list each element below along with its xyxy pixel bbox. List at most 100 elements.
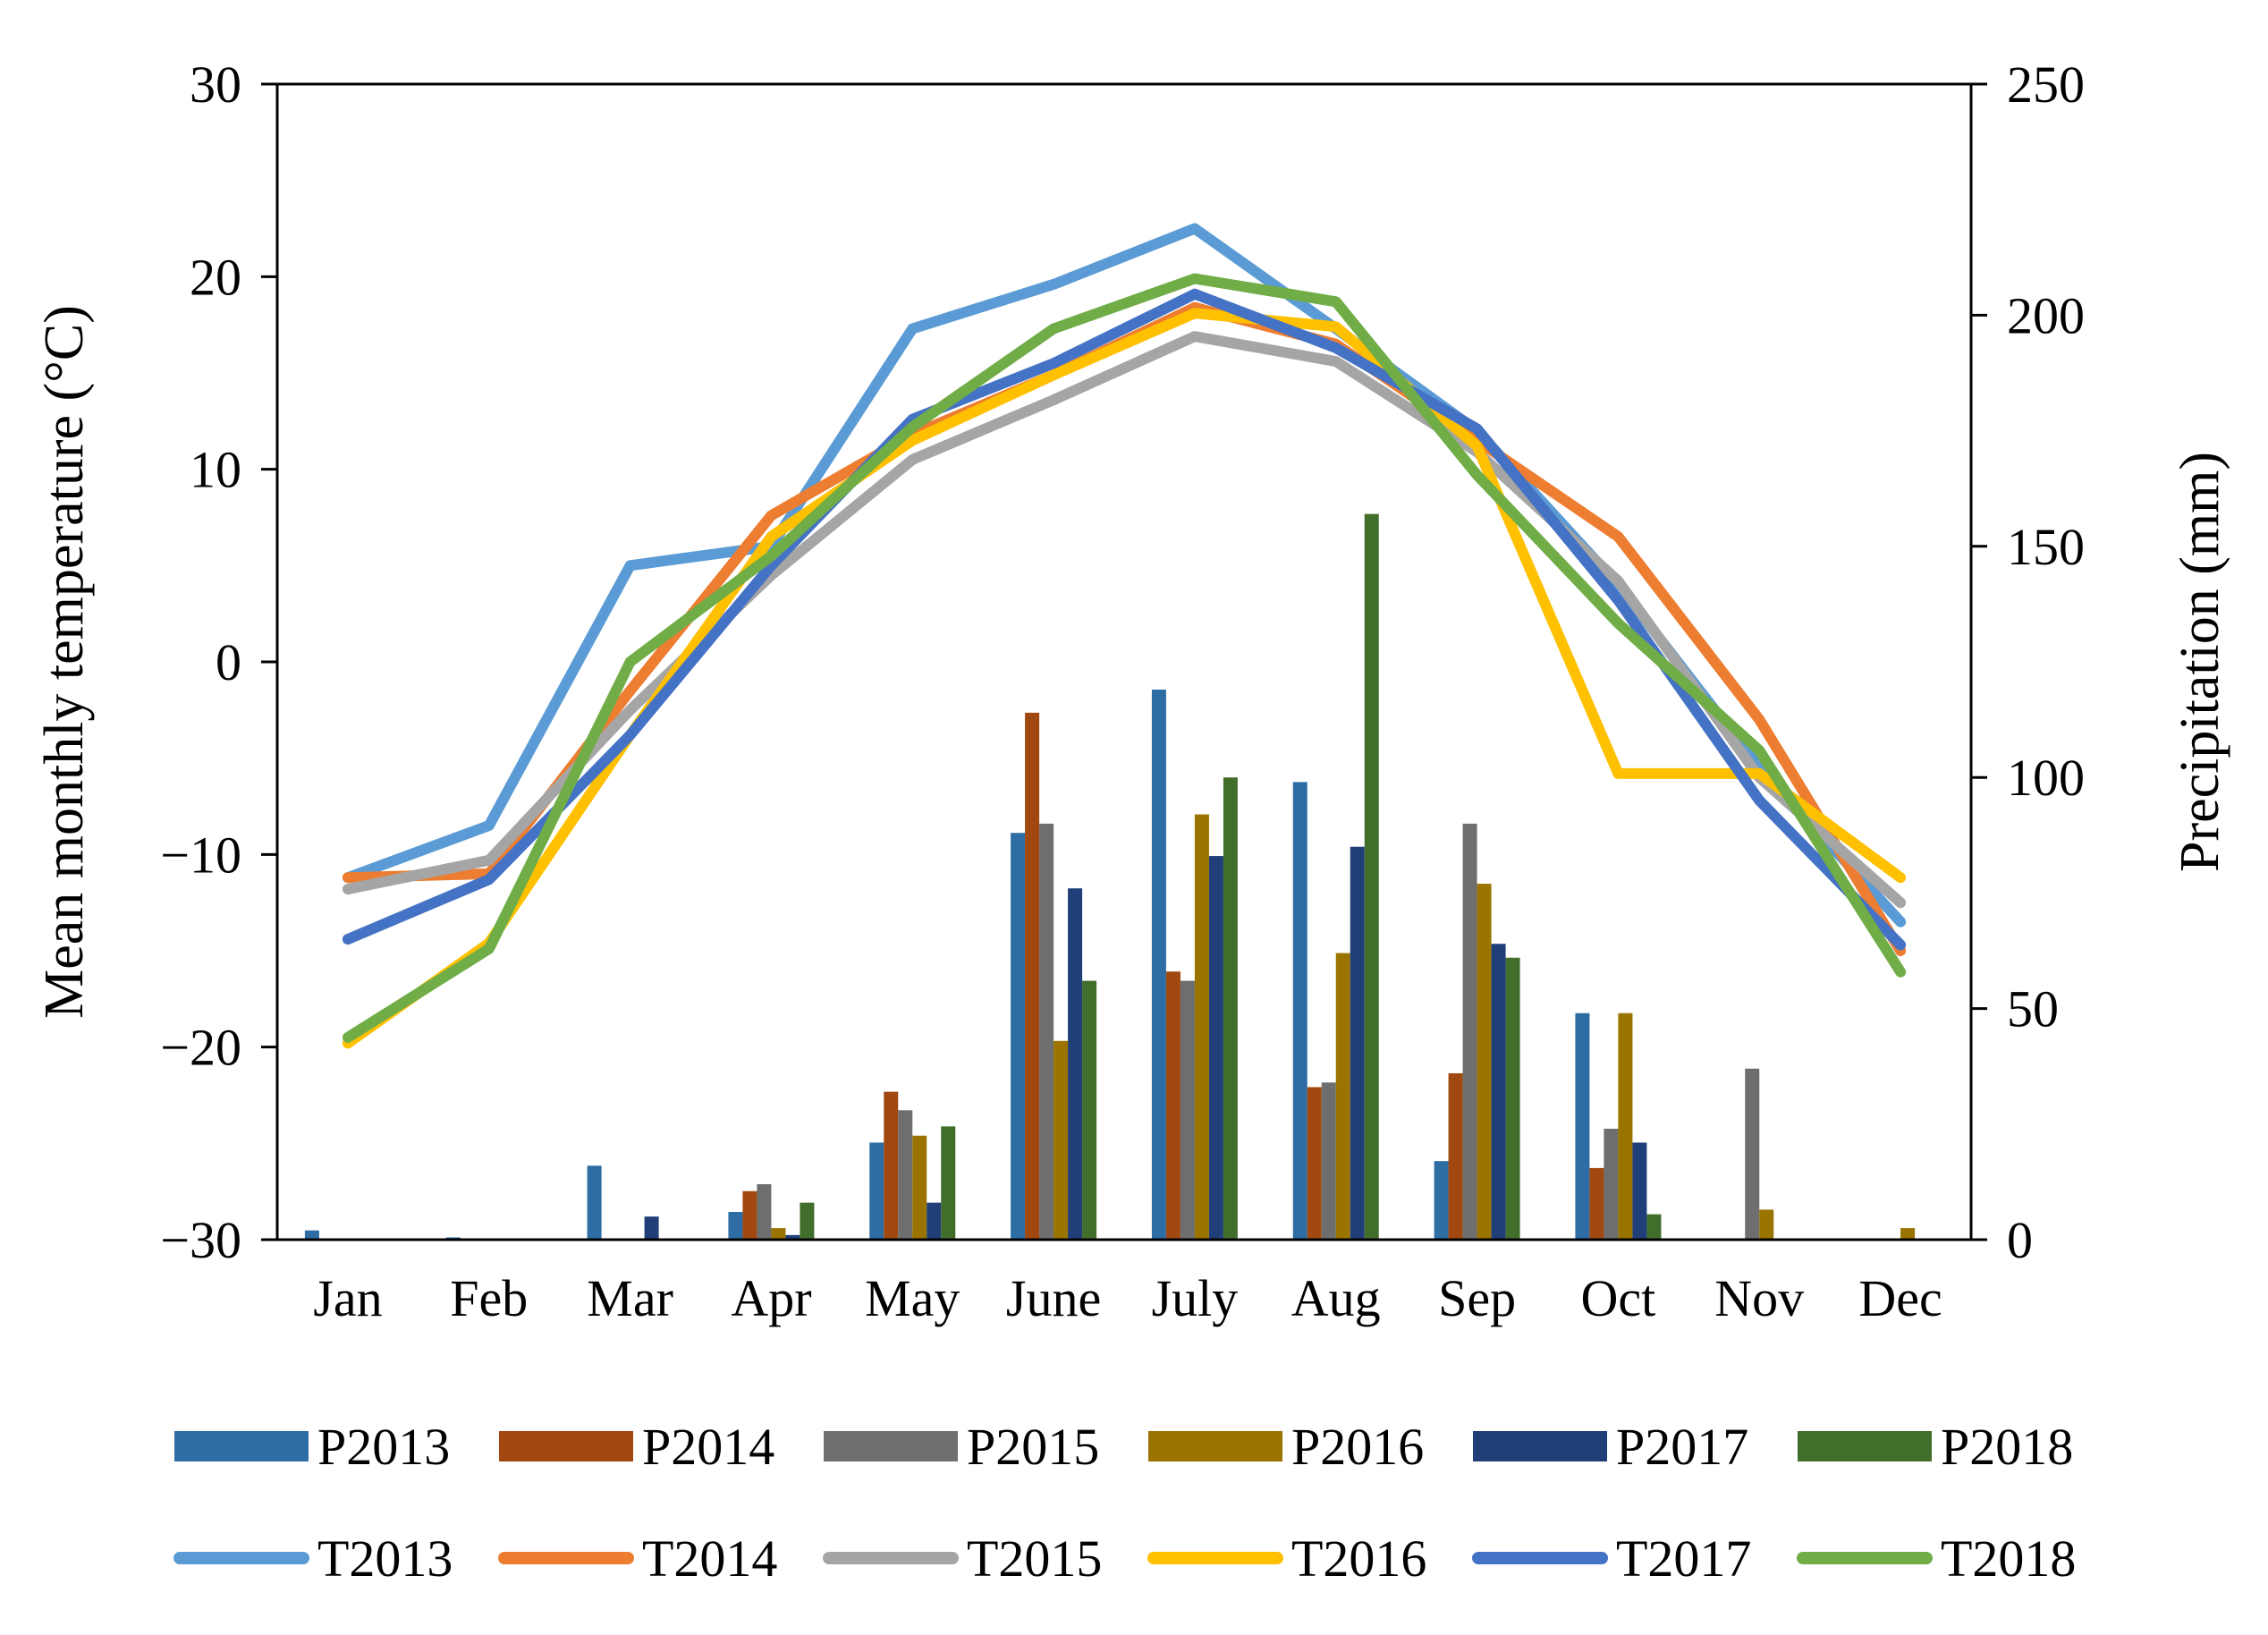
bar-p2015-june <box>1039 823 1054 1240</box>
line-t2015 <box>342 331 1907 909</box>
axes: −30 −20 −10 0 10 20 30 0 50 100 150 200 250 Jan Feb Mar… <box>34 55 2230 1327</box>
line-t2014 <box>342 301 1907 956</box>
bar-p2014-may <box>884 1091 899 1240</box>
bar-p2018-june <box>1082 980 1097 1240</box>
bar-p2015-aug <box>1321 1082 1336 1240</box>
bar-p2017-july <box>1208 856 1223 1240</box>
bar-p2018-may <box>941 1126 956 1240</box>
bar-p2013-apr <box>728 1211 743 1240</box>
legend-swatch <box>1798 1431 1932 1461</box>
bar-p2018-oct <box>1646 1214 1662 1240</box>
bar-p2017-sep <box>1491 944 1506 1240</box>
bar-p2018-sep <box>1505 957 1520 1240</box>
x-tick-label: July <box>1152 1269 1239 1327</box>
bar-p2013-may <box>869 1142 884 1240</box>
x-tick-label: Jan <box>313 1269 382 1327</box>
right-tick-label: 150 <box>2007 518 2085 576</box>
bar-p2018-aug <box>1364 513 1379 1240</box>
right-tick-label: 0 <box>2007 1211 2033 1269</box>
bar-p2014-oct <box>1589 1167 1604 1240</box>
x-tick-label: Dec <box>1858 1269 1942 1327</box>
bar-p2016-sep <box>1477 884 1492 1240</box>
legend-item-t2013: T2013 <box>173 1529 453 1588</box>
bar-p2013-oct <box>1575 1012 1590 1240</box>
legend-swatch <box>174 1431 309 1461</box>
bar-p2013-mar <box>587 1165 602 1240</box>
x-tick-label: May <box>865 1269 960 1327</box>
bar-p2013-aug <box>1292 782 1307 1240</box>
legend-swatch <box>1148 1431 1282 1461</box>
left-tick-label: −10 <box>160 826 241 884</box>
bar-p2016-oct <box>1618 1012 1633 1240</box>
bar-p2016-apr <box>771 1228 786 1240</box>
bar-p2015-may <box>898 1110 913 1240</box>
bar-p2013-july <box>1151 690 1166 1240</box>
x-tick-label: Feb <box>450 1269 528 1327</box>
right-tick-label: 50 <box>2007 980 2059 1038</box>
right-tick-label: 200 <box>2007 286 2085 344</box>
bar-p2017-aug <box>1350 846 1365 1240</box>
legend-item-p2014: P2014 <box>499 1418 774 1476</box>
legend-item-t2018: T2018 <box>1797 1529 2076 1588</box>
legend-label: T2016 <box>1291 1529 1426 1588</box>
legend-item-p2017: P2017 <box>1473 1418 1748 1476</box>
line-t2018 <box>342 273 1907 1043</box>
legend-item-t2016: T2016 <box>1147 1529 1426 1588</box>
bar-p2015-apr <box>757 1183 772 1240</box>
x-tick-label: Sep <box>1438 1269 1516 1327</box>
bar-p2014-june <box>1025 712 1040 1240</box>
left-tick-label: −20 <box>160 1019 241 1077</box>
bar-p2015-july <box>1180 980 1195 1240</box>
bar-p2013-jan <box>304 1230 319 1240</box>
legend-label: P2017 <box>1616 1418 1748 1476</box>
bar-p2016-dec <box>1900 1228 1916 1240</box>
left-tick-label: 10 <box>190 441 241 499</box>
right-axis-title: Precipitation (mm) <box>2170 452 2230 872</box>
bar-p2018-apr <box>800 1202 815 1240</box>
bar-p2017-mar <box>644 1216 659 1240</box>
left-tick-label: −30 <box>160 1211 241 1269</box>
bar-p2017-oct <box>1632 1142 1647 1240</box>
legend-item-p2013: P2013 <box>174 1418 450 1476</box>
legend-label: P2015 <box>967 1418 1099 1476</box>
legend-item-p2018: P2018 <box>1798 1418 2073 1476</box>
x-tick-label: Mar <box>587 1269 673 1327</box>
bar-p2014-apr <box>742 1190 757 1240</box>
bar-p2013-sep <box>1434 1161 1449 1240</box>
left-tick-label: 30 <box>190 55 241 114</box>
left-tick-label: 20 <box>190 248 241 306</box>
bar-p2017-apr <box>785 1234 800 1240</box>
bar-p2014-july <box>1165 971 1181 1240</box>
bar-layer <box>304 513 1916 1240</box>
left-axis-title: Mean monthly temperature (°C) <box>34 305 95 1019</box>
bar-p2016-july <box>1194 814 1209 1240</box>
x-tick-label: Oct <box>1581 1269 1656 1327</box>
bar-p2016-may <box>912 1135 927 1240</box>
legend-label: P2014 <box>642 1418 774 1476</box>
right-tick-label: 100 <box>2007 749 2085 807</box>
x-tick-label: June <box>1006 1269 1101 1327</box>
bar-p2016-nov <box>1759 1209 1774 1240</box>
legend-label: T2018 <box>1941 1529 2076 1588</box>
legend-swatch <box>1473 1431 1607 1461</box>
x-tick-label: Aug <box>1291 1269 1381 1327</box>
legend-swatch <box>824 1431 958 1461</box>
bar-p2013-june <box>1011 833 1026 1240</box>
x-tick-label: Apr <box>731 1269 811 1327</box>
left-tick-label: 0 <box>216 633 241 691</box>
legend-label: P2013 <box>317 1418 450 1476</box>
bar-p2015-sep <box>1462 823 1477 1240</box>
bar-p2015-oct <box>1604 1128 1619 1240</box>
legend-label: T2013 <box>317 1529 453 1588</box>
legend-item-t2014: T2014 <box>498 1529 777 1588</box>
bar-p2017-may <box>927 1202 942 1240</box>
legend-label: T2015 <box>967 1529 1102 1588</box>
bar-p2017-june <box>1068 888 1083 1240</box>
bar-p2016-aug <box>1335 953 1350 1240</box>
legend-label: T2017 <box>1616 1529 1751 1588</box>
x-tick-label: Nov <box>1714 1269 1804 1327</box>
legend-item-t2015: T2015 <box>823 1529 1102 1588</box>
legend-item-t2017: T2017 <box>1472 1529 1751 1588</box>
bar-p2015-nov <box>1745 1068 1760 1240</box>
